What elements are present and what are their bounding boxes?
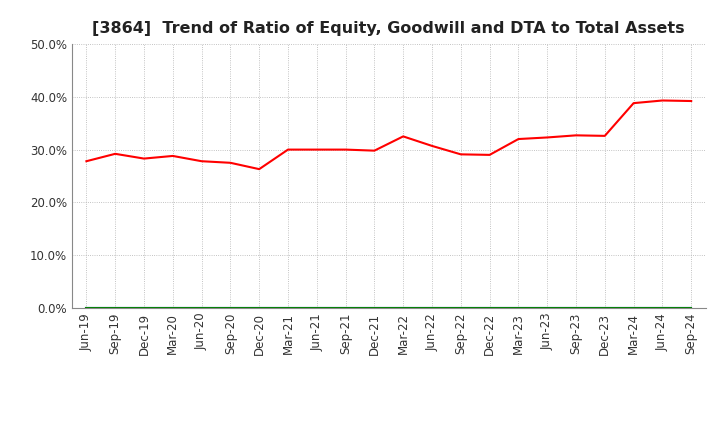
Deferred Tax Assets: [168, 305, 177, 311]
Deferred Tax Assets: [514, 305, 523, 311]
Equity: [226, 160, 235, 165]
Goodwill: [543, 305, 552, 311]
Equity: [168, 153, 177, 158]
Deferred Tax Assets: [572, 305, 580, 311]
Equity: [572, 133, 580, 138]
Deferred Tax Assets: [456, 305, 465, 311]
Goodwill: [600, 305, 609, 311]
Deferred Tax Assets: [312, 305, 321, 311]
Equity: [370, 148, 379, 153]
Equity: [111, 151, 120, 157]
Goodwill: [370, 305, 379, 311]
Equity: [140, 156, 148, 161]
Deferred Tax Assets: [341, 305, 350, 311]
Goodwill: [687, 305, 696, 311]
Equity: [543, 135, 552, 140]
Title: [3864]  Trend of Ratio of Equity, Goodwill and DTA to Total Assets: [3864] Trend of Ratio of Equity, Goodwil…: [92, 21, 685, 36]
Deferred Tax Assets: [255, 305, 264, 311]
Equity: [399, 134, 408, 139]
Equity: [514, 136, 523, 142]
Equity: [284, 147, 292, 152]
Goodwill: [226, 305, 235, 311]
Deferred Tax Assets: [140, 305, 148, 311]
Deferred Tax Assets: [399, 305, 408, 311]
Goodwill: [485, 305, 494, 311]
Deferred Tax Assets: [284, 305, 292, 311]
Goodwill: [168, 305, 177, 311]
Goodwill: [399, 305, 408, 311]
Deferred Tax Assets: [629, 305, 638, 311]
Deferred Tax Assets: [82, 305, 91, 311]
Deferred Tax Assets: [687, 305, 696, 311]
Goodwill: [341, 305, 350, 311]
Goodwill: [111, 305, 120, 311]
Goodwill: [312, 305, 321, 311]
Equity: [197, 158, 206, 164]
Deferred Tax Assets: [197, 305, 206, 311]
Goodwill: [255, 305, 264, 311]
Equity: [341, 147, 350, 152]
Deferred Tax Assets: [111, 305, 120, 311]
Goodwill: [82, 305, 91, 311]
Equity: [82, 158, 91, 164]
Goodwill: [428, 305, 436, 311]
Deferred Tax Assets: [226, 305, 235, 311]
Goodwill: [629, 305, 638, 311]
Goodwill: [658, 305, 667, 311]
Equity: [428, 143, 436, 149]
Equity: [687, 99, 696, 104]
Equity: [456, 152, 465, 157]
Equity: [485, 152, 494, 158]
Deferred Tax Assets: [600, 305, 609, 311]
Equity: [629, 100, 638, 106]
Goodwill: [284, 305, 292, 311]
Goodwill: [140, 305, 148, 311]
Equity: [658, 98, 667, 103]
Goodwill: [197, 305, 206, 311]
Goodwill: [572, 305, 580, 311]
Equity: [255, 166, 264, 172]
Equity: [600, 133, 609, 139]
Deferred Tax Assets: [370, 305, 379, 311]
Goodwill: [456, 305, 465, 311]
Deferred Tax Assets: [543, 305, 552, 311]
Deferred Tax Assets: [485, 305, 494, 311]
Line: Equity: Equity: [86, 100, 691, 169]
Deferred Tax Assets: [658, 305, 667, 311]
Deferred Tax Assets: [428, 305, 436, 311]
Equity: [312, 147, 321, 152]
Goodwill: [514, 305, 523, 311]
